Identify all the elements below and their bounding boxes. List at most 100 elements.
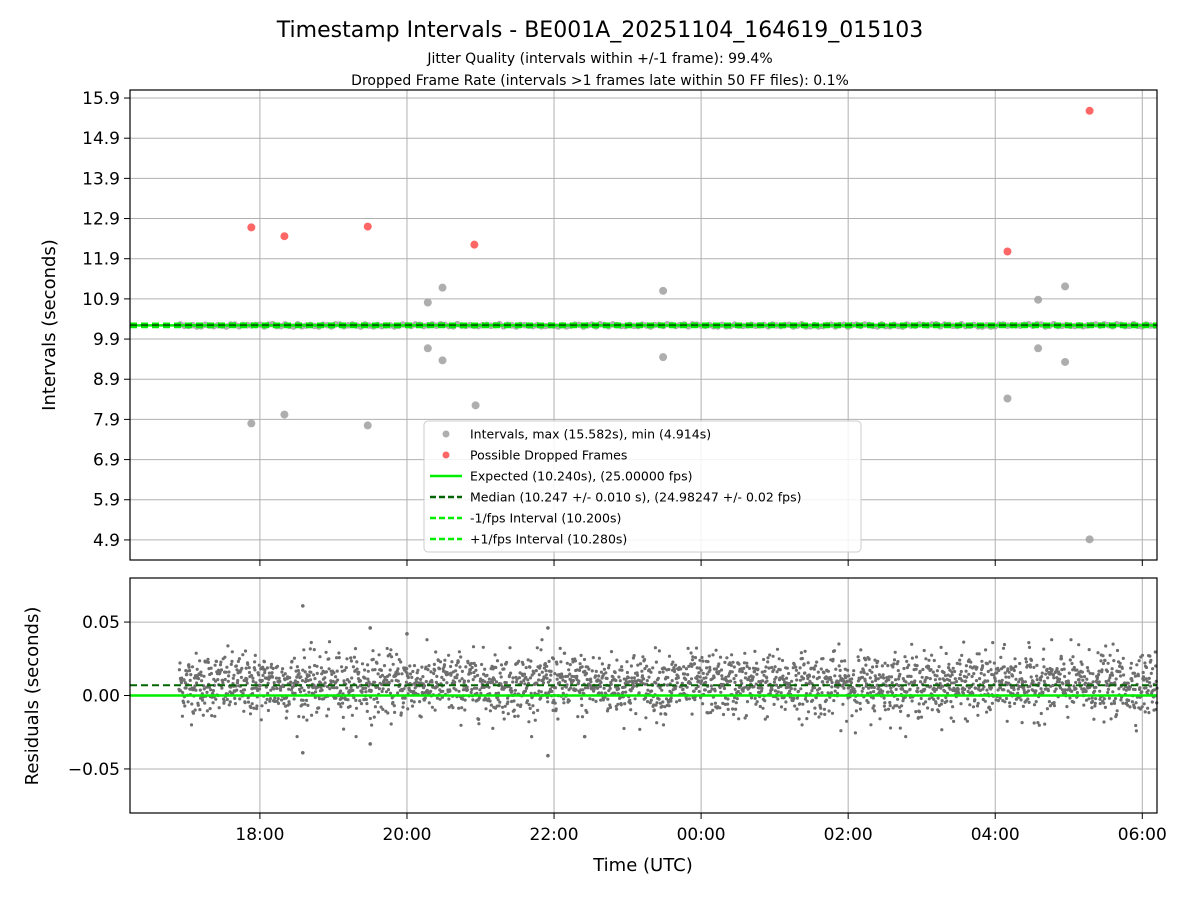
residual-point (812, 667, 816, 671)
residual-point (1081, 678, 1085, 682)
residual-point (449, 664, 453, 669)
residual-point (861, 686, 865, 691)
residual-point (830, 680, 834, 685)
residual-point (349, 685, 353, 690)
residual-point (511, 680, 515, 684)
residual-point (1003, 671, 1007, 675)
residual-point (371, 649, 375, 653)
residual-point (1107, 678, 1111, 683)
residual-point (213, 679, 218, 683)
residual-point (649, 698, 653, 702)
residual-point (322, 697, 326, 701)
residual-point (1149, 671, 1153, 676)
residual-point (613, 670, 617, 675)
residual-point (255, 704, 259, 708)
residual-point (958, 673, 962, 677)
residual-point (576, 715, 580, 719)
residual-point (438, 660, 443, 664)
residual-point (469, 690, 473, 695)
residual-point (658, 670, 662, 675)
residual-point (317, 706, 321, 710)
residual-point (327, 640, 332, 644)
residual-point (594, 674, 598, 678)
residual-point (1109, 681, 1113, 686)
residual-point (471, 678, 475, 682)
residual-point (519, 681, 524, 685)
residual-point (406, 675, 410, 680)
residual-point (941, 684, 945, 688)
residual-point (616, 702, 620, 706)
residual-point (252, 706, 256, 710)
residual-point (684, 667, 689, 671)
residual-point (297, 672, 301, 676)
residual-point (763, 669, 767, 673)
residual-point (1100, 668, 1104, 672)
residual-point (1146, 706, 1150, 710)
residual-point (359, 702, 364, 706)
residual-point (253, 668, 257, 672)
residual-point (585, 710, 589, 715)
residual-point (1043, 722, 1047, 726)
residual-point (742, 666, 746, 671)
residual-point (641, 655, 645, 659)
residual-point (533, 718, 537, 722)
residual-point (923, 678, 927, 682)
residual-point (946, 666, 951, 670)
residual-point (942, 671, 946, 675)
residual-point (734, 701, 738, 705)
residual-point (306, 703, 310, 708)
residual-point (883, 661, 887, 665)
residual-point (579, 697, 584, 701)
residual-point (704, 680, 708, 685)
residual-point (529, 691, 533, 695)
residual-point (743, 676, 748, 680)
residual-point (410, 675, 414, 680)
residual-point (620, 668, 624, 672)
residual-point (932, 658, 936, 663)
residual-point (586, 686, 590, 690)
residual-point (1148, 654, 1152, 658)
residual-point (435, 674, 439, 679)
residual-point (390, 655, 394, 659)
residual-point (375, 661, 379, 665)
residual-point (587, 667, 591, 671)
residual-point (937, 709, 941, 714)
residual-point (918, 680, 923, 684)
residual-point (1082, 703, 1086, 707)
residual-point (465, 688, 470, 692)
residual-point (1091, 672, 1095, 676)
residual-point (853, 731, 858, 735)
residual-point (870, 685, 874, 690)
residual-point (532, 671, 536, 675)
residual-point (785, 676, 789, 680)
residual-point (895, 704, 899, 708)
residual-point (608, 705, 613, 710)
residual-point (1113, 696, 1118, 701)
residual-point (748, 685, 752, 689)
residual-point (396, 679, 400, 683)
residual-point (396, 667, 400, 671)
residual-point (678, 698, 682, 703)
residual-point (544, 669, 548, 673)
residual-point (199, 673, 203, 677)
residual-point (925, 676, 929, 680)
residual-point (251, 676, 255, 680)
residual-point (267, 671, 271, 675)
residual-point (717, 662, 721, 666)
residual-point (429, 689, 433, 693)
residual-point (814, 664, 818, 668)
residual-point (724, 675, 728, 680)
residual-point (187, 665, 191, 669)
residual-point (970, 674, 974, 679)
residual-point (594, 699, 598, 704)
residual-point (482, 685, 486, 690)
residual-point (511, 676, 515, 680)
residual-point (469, 671, 473, 675)
residual-point (476, 673, 480, 678)
residual-point (667, 667, 671, 672)
residual-point (524, 675, 528, 679)
residual-point (513, 714, 517, 719)
residual-point (774, 683, 779, 687)
residual-point (489, 703, 493, 707)
residual-point (975, 665, 979, 670)
